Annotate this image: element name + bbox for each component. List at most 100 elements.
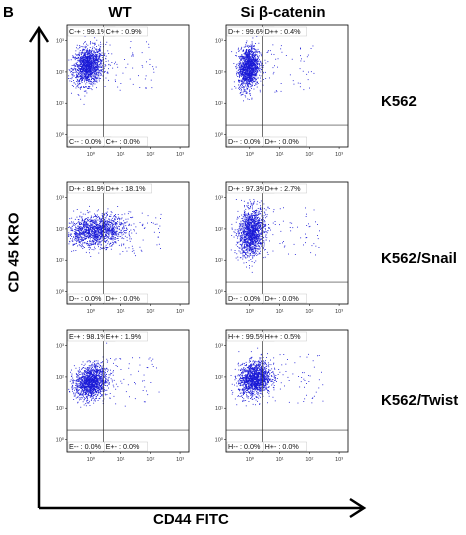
data-point [86,224,88,226]
data-point [77,225,79,227]
data-point [111,234,113,235]
data-point [87,51,89,53]
data-point [80,74,82,76]
data-point [89,236,91,238]
data-point [251,79,253,81]
data-point [79,71,81,73]
data-point [99,223,100,224]
data-point [95,236,97,238]
data-point [108,237,110,239]
data-point [83,43,84,45]
data-point [105,228,106,230]
data-point [80,98,82,100]
data-point [255,67,257,69]
data-point [238,86,240,88]
data-point [238,69,240,71]
data-point [251,55,253,57]
data-point [73,64,75,66]
data-point [130,229,132,231]
data-point [128,232,130,234]
data-point [76,233,78,235]
data-point [96,227,97,229]
data-point [79,76,81,78]
data-point [120,229,122,231]
data-point [93,55,95,57]
data-point [248,99,250,100]
data-point [72,69,74,71]
data-point [105,247,107,249]
data-point [101,213,103,214]
data-point [249,61,251,62]
data-point [107,247,108,249]
data-point [243,62,245,63]
data-point [249,68,251,70]
data-point [257,245,259,247]
data-point [97,51,99,53]
data-point [249,227,251,228]
data-point [254,60,255,62]
data-point [238,66,240,68]
data-point [89,55,91,57]
data-point [113,216,115,218]
data-point [92,66,94,68]
data-point [248,62,250,64]
data-point [250,58,252,60]
data-point [98,241,100,243]
data-point [264,249,265,251]
data-point [247,71,249,73]
data-point [250,53,251,55]
quadrant-label-box [104,136,148,147]
data-point [241,46,243,48]
data-point [74,234,76,235]
data-point [100,54,102,55]
data-point [86,61,87,63]
data-point [74,56,76,58]
data-point [258,55,260,57]
data-point [91,60,93,62]
data-point [110,214,112,216]
data-point [248,75,250,76]
data-point [83,234,85,236]
data-point [144,78,146,80]
data-point [74,237,76,239]
data-point [111,245,113,246]
data-point [254,215,255,217]
data-point [254,63,256,65]
data-point [81,68,83,70]
data-point [83,232,85,234]
data-point [242,65,243,67]
data-point [105,65,107,67]
data-point [85,235,87,237]
data-point [84,41,86,42]
data-point [280,83,282,84]
data-point [255,51,257,53]
data-point [95,67,97,69]
data-point [88,56,89,58]
data-point [112,223,114,225]
data-point [94,42,96,44]
data-point [252,77,254,78]
data-point [260,222,261,223]
data-point [77,55,79,57]
data-point [98,44,100,46]
data-point [90,220,92,222]
data-point [249,231,251,232]
data-point [95,64,97,66]
data-point [98,64,100,66]
data-point [101,235,103,237]
data-point [111,236,113,238]
data-point [78,59,80,61]
data-point [236,229,238,231]
data-point [89,233,91,235]
data-point [79,229,81,230]
data-point [127,213,129,215]
data-point [97,237,98,239]
data-point [133,252,135,254]
data-point [250,67,252,68]
quadrant-label-upper-left: D-+ : 81.9% [69,184,108,193]
data-point [250,218,252,220]
data-point [155,66,157,68]
data-point [86,51,87,53]
data-point [252,62,254,64]
data-point [84,45,86,47]
